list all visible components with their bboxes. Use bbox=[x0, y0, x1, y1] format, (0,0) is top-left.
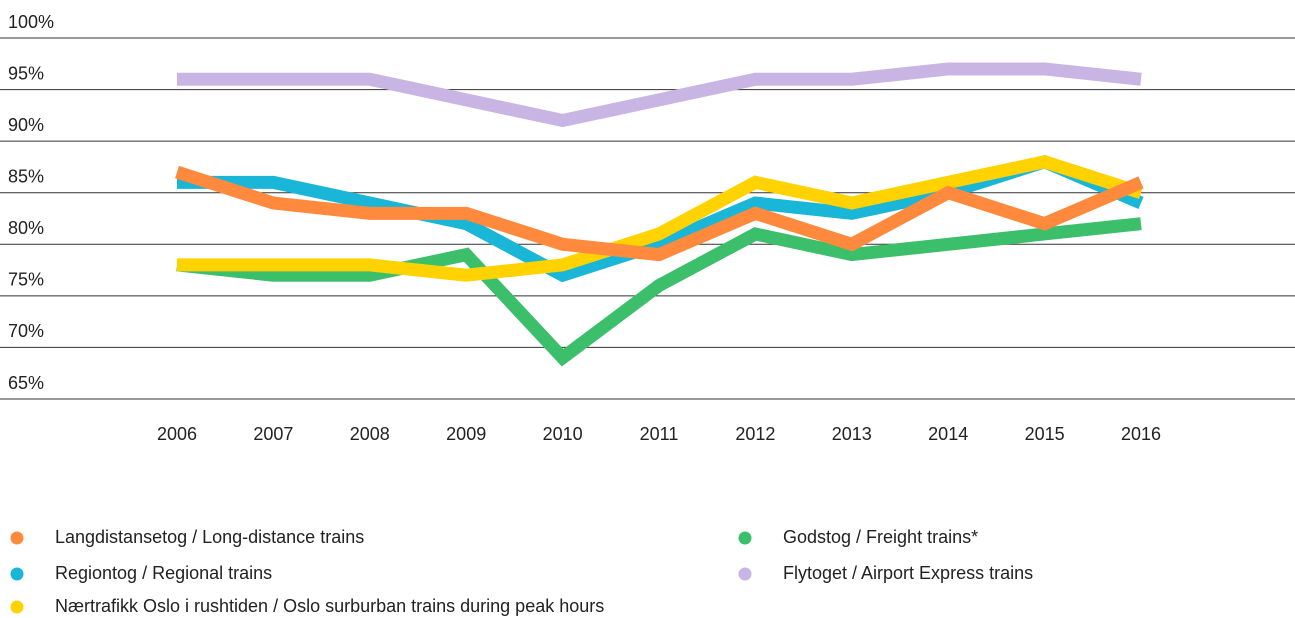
y-tick-label: 85% bbox=[8, 166, 44, 186]
legend-marker bbox=[738, 567, 752, 581]
x-tick-label: 2010 bbox=[543, 424, 583, 444]
y-tick-label: 75% bbox=[8, 270, 44, 290]
x-tick-label: 2011 bbox=[640, 424, 679, 444]
series-line bbox=[175, 165, 1144, 262]
legend-marker bbox=[10, 567, 24, 581]
series-line bbox=[176, 217, 1142, 367]
legend-marker bbox=[10, 600, 24, 614]
x-tick-label: 2016 bbox=[1121, 424, 1161, 444]
x-tick-label: 2014 bbox=[928, 424, 968, 444]
y-tick-label: 100% bbox=[8, 12, 54, 32]
x-tick-label: 2009 bbox=[446, 424, 486, 444]
series-line bbox=[177, 62, 1142, 128]
y-tick-label: 80% bbox=[8, 218, 44, 238]
x-tick-label: 2008 bbox=[350, 424, 390, 444]
legend-label: Regiontog / Regional trains bbox=[55, 563, 272, 583]
legend-label: Godstog / Freight trains* bbox=[783, 527, 978, 547]
legend-marker bbox=[738, 531, 752, 545]
y-tick-label: 90% bbox=[8, 115, 44, 135]
y-tick-label: 95% bbox=[8, 63, 44, 83]
x-tick-label: 2012 bbox=[735, 424, 775, 444]
legend-label: Langdistansetog / Long-distance trains bbox=[55, 527, 364, 547]
y-tick-label: 65% bbox=[8, 373, 44, 393]
legend-label: Flytoget / Airport Express trains bbox=[783, 563, 1033, 583]
legend-label: Nærtrafikk Oslo i rushtiden / Oslo surbu… bbox=[55, 596, 604, 616]
series-line bbox=[177, 155, 1143, 282]
x-tick-label: 2007 bbox=[253, 424, 293, 444]
x-tick-label: 2015 bbox=[1025, 424, 1065, 444]
x-tick-label: 2013 bbox=[832, 424, 872, 444]
y-tick-label: 70% bbox=[8, 321, 44, 341]
x-tick-label: 2006 bbox=[157, 424, 197, 444]
legend-marker bbox=[10, 531, 24, 545]
series-line bbox=[177, 154, 1144, 283]
